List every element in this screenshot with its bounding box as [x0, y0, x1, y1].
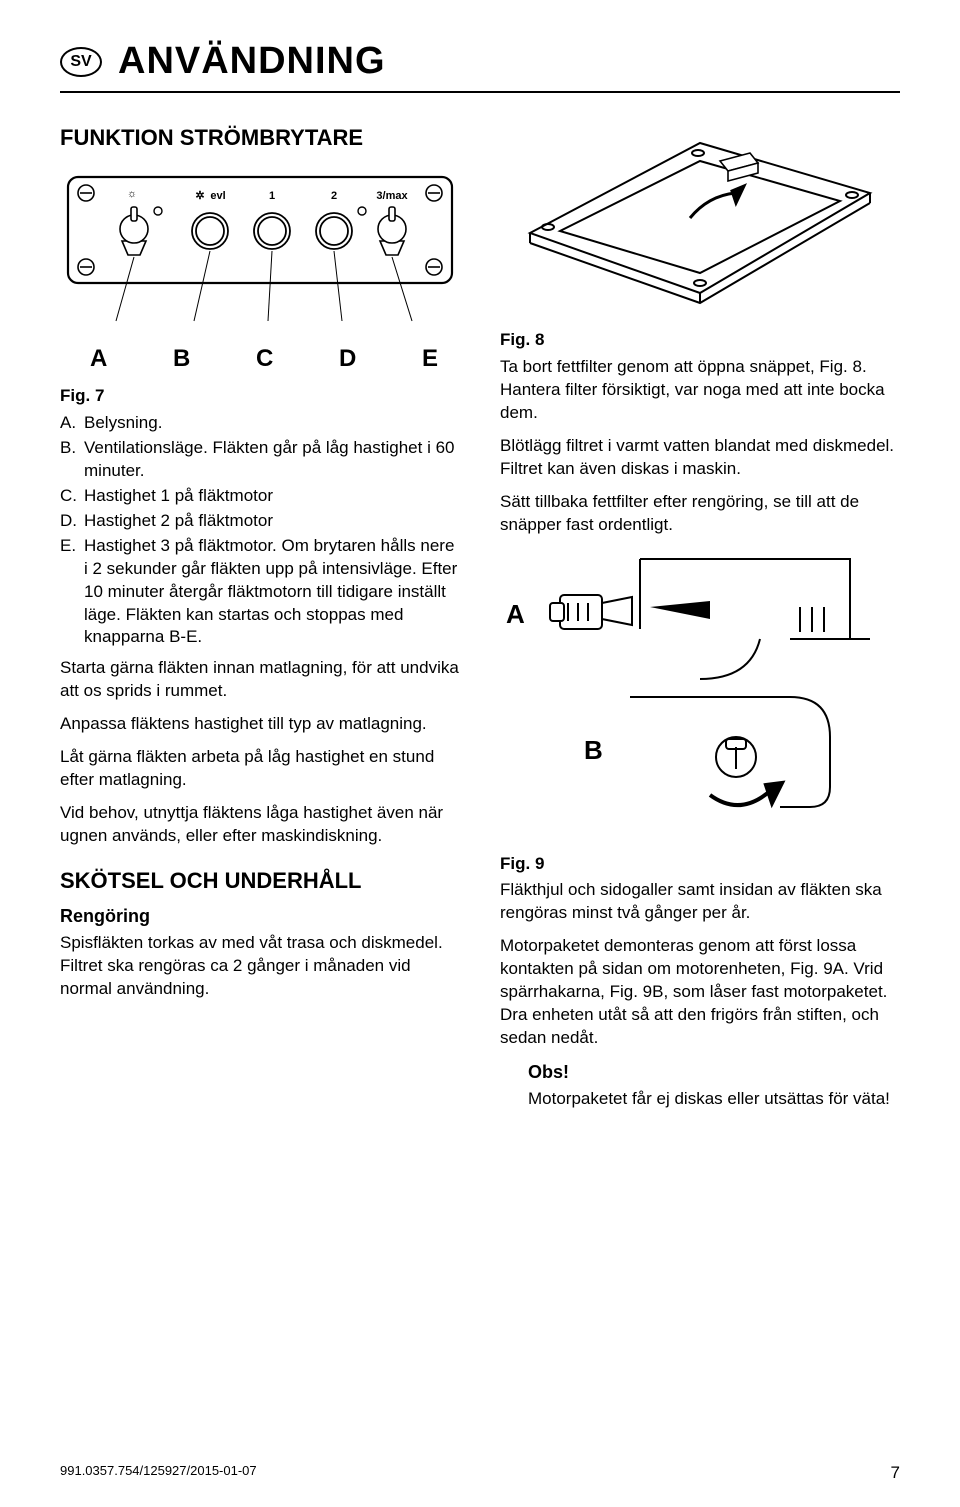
obs-block: Obs! Motorpaketet får ej diskas eller ut… — [528, 1060, 900, 1111]
list-item: C.Hastighet 1 på fläktmotor — [60, 485, 460, 508]
fig9-diagram: A B — [500, 547, 900, 847]
paragraph: Motorpaketet demonteras genom att först … — [500, 935, 900, 1050]
svg-text:☼: ☼ — [127, 188, 137, 200]
paragraph: Fläkthjul och sidogaller samt insidan av… — [500, 879, 900, 925]
header: SV ANVÄNDNING — [60, 40, 900, 93]
fig8-caption: Fig. 8 — [500, 329, 900, 352]
footer-code: 991.0357.754/125927/2015-01-07 — [60, 1463, 257, 1483]
left-column: FUNKTION STRÖMBRYTARE — [60, 123, 460, 1111]
obs-text: Motorpaketet får ej diskas eller utsätta… — [528, 1088, 900, 1111]
language-badge: SV — [60, 47, 102, 77]
fig9-caption: Fig. 9 — [500, 853, 900, 876]
panel-letter: A — [90, 343, 107, 375]
paragraph: Ta bort fettfilter genom att öppna snäpp… — [500, 356, 900, 425]
svg-text:✲: ✲ — [195, 190, 204, 202]
svg-text:evl: evl — [210, 190, 225, 202]
panel-letter: B — [173, 343, 190, 375]
list-item: D.Hastighet 2 på fläktmotor — [60, 510, 460, 533]
page-number: 7 — [891, 1463, 900, 1483]
panel-letter: C — [256, 343, 273, 375]
paragraph: Anpassa fläktens hastighet till typ av m… — [60, 713, 460, 736]
switch-list: A.Belysning. B.Ventilationsläge. Fläkten… — [60, 412, 460, 649]
list-item: A.Belysning. — [60, 412, 460, 435]
panel-letter: D — [339, 343, 356, 375]
obs-title: Obs! — [528, 1060, 900, 1084]
paragraph: Låt gärna fläkten arbeta på låg hastighe… — [60, 746, 460, 792]
fig7-caption: Fig. 7 — [60, 385, 460, 408]
paragraph: Blötlägg filtret i varmt vatten blandat … — [500, 435, 900, 481]
cleaning-title: Rengöring — [60, 904, 460, 928]
svg-text:2: 2 — [331, 190, 337, 202]
panel-letter-row: A B C D E — [60, 343, 460, 375]
paragraph: Sätt tillbaka fettfilter efter rengöring… — [500, 491, 900, 537]
fig9-letter-a: A — [506, 597, 525, 632]
panel-letter: E — [422, 343, 438, 375]
control-panel-diagram: ☼ ✲ evl 1 2 3/max — [60, 171, 460, 375]
paragraph: Spisfläkten torkas av med våt trasa och … — [60, 932, 460, 1001]
paragraph: Vid behov, utnyttja fläktens låga hastig… — [60, 802, 460, 848]
svg-text:1: 1 — [269, 190, 275, 202]
list-item: B.Ventilationsläge. Fläkten går på låg h… — [60, 437, 460, 483]
fig8-diagram — [500, 123, 900, 323]
right-column: Fig. 8 Ta bort fettfilter genom att öppn… — [500, 123, 900, 1111]
page-title: ANVÄNDNING — [118, 40, 386, 83]
section-title: FUNKTION STRÖMBRYTARE — [60, 123, 460, 153]
maintenance-title: SKÖTSEL OCH UNDERHÅLL — [60, 866, 460, 896]
footer: 991.0357.754/125927/2015-01-07 7 — [60, 1463, 900, 1483]
svg-text:3/max: 3/max — [376, 190, 408, 202]
paragraph: Starta gärna fläkten innan matlagning, f… — [60, 657, 460, 703]
fig9-letter-b: B — [584, 733, 603, 768]
list-item: E.Hastighet 3 på fläktmotor. Om brytaren… — [60, 535, 460, 650]
